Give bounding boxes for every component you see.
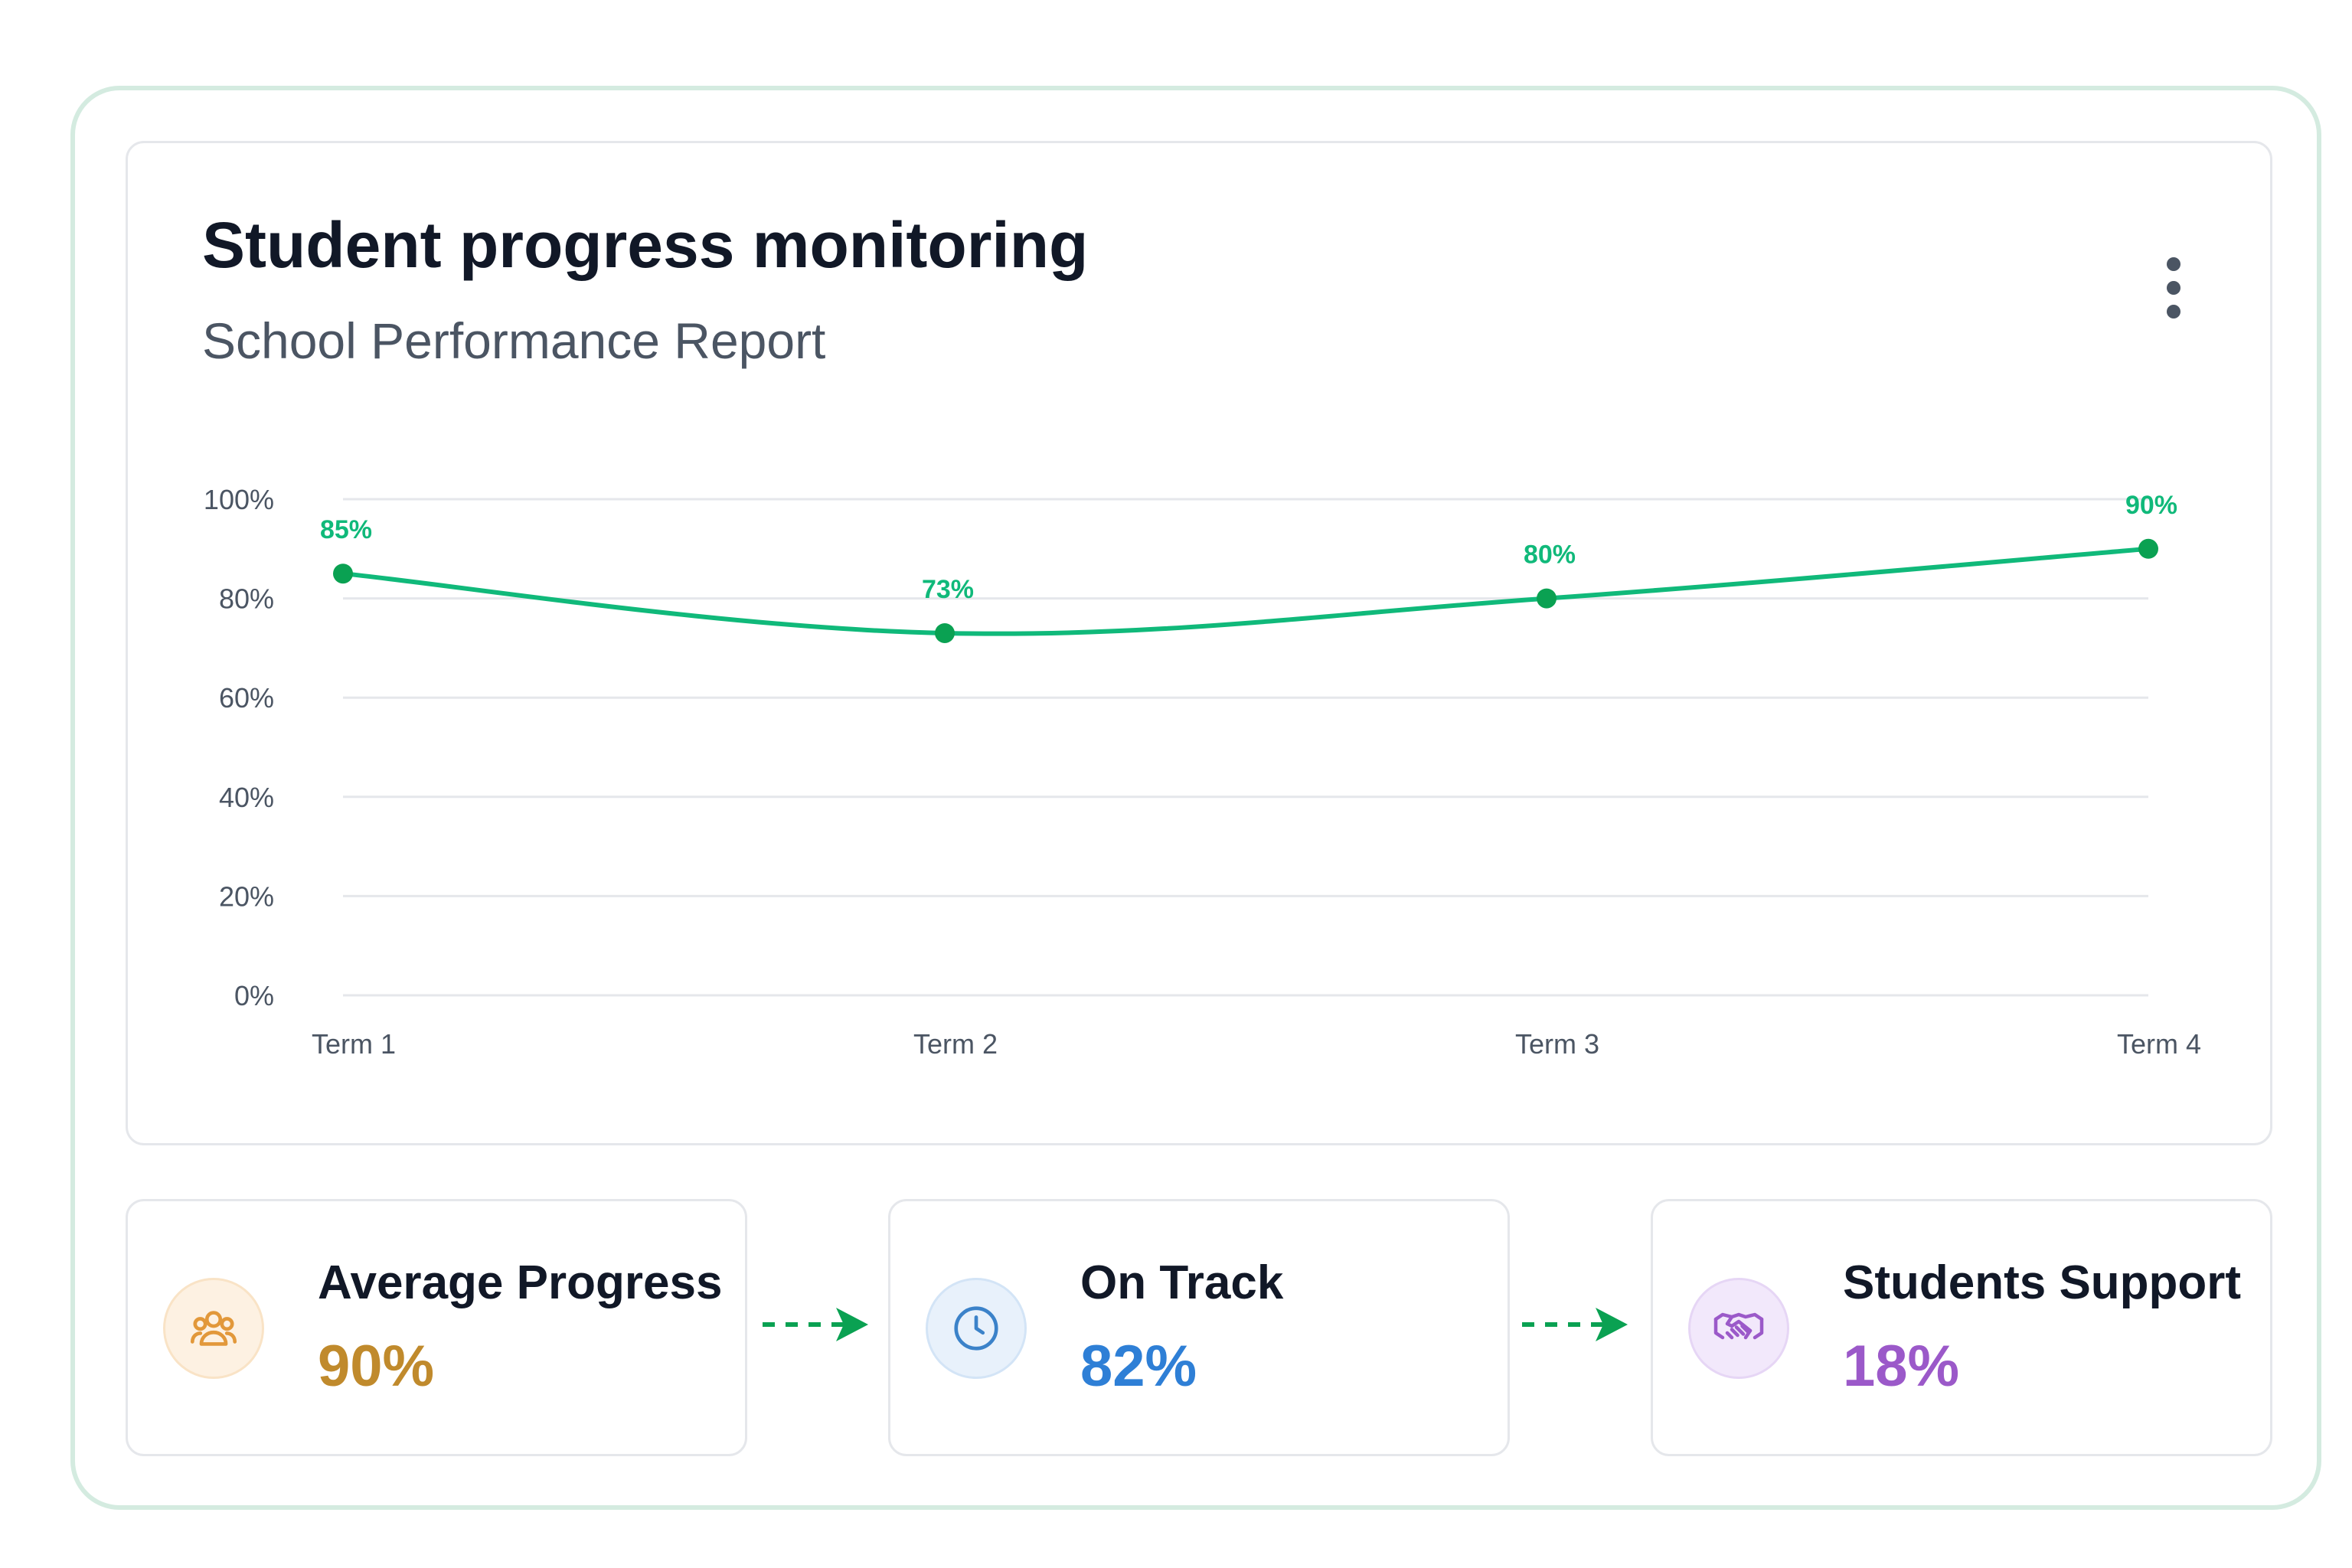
- y-tick-label: 40%: [219, 782, 274, 813]
- stat-label: Average Progress: [318, 1256, 723, 1309]
- stat-value: 18%: [1843, 1334, 1960, 1399]
- dashed-arrow-right-icon: [763, 1308, 868, 1341]
- y-tick-label: 20%: [219, 880, 274, 912]
- stat-value: 82%: [1080, 1334, 1197, 1399]
- stat-label: Students Support: [1843, 1256, 2242, 1309]
- data-point: [1537, 588, 1557, 609]
- dashed-arrow-right-icon: [1522, 1308, 1628, 1341]
- menu-dot: [2167, 281, 2180, 295]
- clock-icon: [926, 1278, 1027, 1379]
- series-line: [342, 546, 2149, 636]
- data-label: 90%: [2125, 491, 2177, 520]
- data-point: [333, 564, 353, 584]
- stat-card-on-track[interactable]: On Track 82%: [888, 1199, 1510, 1456]
- y-tick-label: 100%: [204, 484, 274, 515]
- stat-card-students-support[interactable]: Students Support 18%: [1651, 1199, 2272, 1456]
- data-label: 85%: [320, 515, 372, 544]
- y-tick-label: 0%: [234, 980, 274, 1011]
- page-title: Student progress monitoring: [202, 209, 1089, 281]
- x-tick-label: Term 3: [1515, 1028, 1599, 1060]
- x-tick-label: Term 1: [312, 1028, 396, 1060]
- chart-card: [126, 141, 2272, 1145]
- x-tick-label: Term 2: [913, 1028, 998, 1060]
- stat-label: On Track: [1080, 1256, 1284, 1309]
- data-label: 73%: [922, 575, 974, 604]
- data-label: 80%: [1524, 541, 1576, 570]
- data-point: [935, 622, 955, 643]
- menu-dot: [2167, 257, 2180, 271]
- data-point: [2138, 538, 2158, 559]
- y-tick-label: 80%: [219, 583, 274, 615]
- page-subtitle: School Performance Report: [202, 312, 826, 369]
- stat-value: 90%: [318, 1334, 435, 1399]
- handshake-icon: [1688, 1278, 1789, 1379]
- menu-dot: [2167, 305, 2180, 318]
- stat-card-average-progress[interactable]: Average Progress 90%: [126, 1199, 747, 1456]
- users-group-icon: [163, 1278, 264, 1379]
- more-vertical-icon[interactable]: [2148, 250, 2200, 326]
- y-tick-label: 60%: [219, 682, 274, 714]
- x-tick-label: Term 4: [2117, 1028, 2201, 1060]
